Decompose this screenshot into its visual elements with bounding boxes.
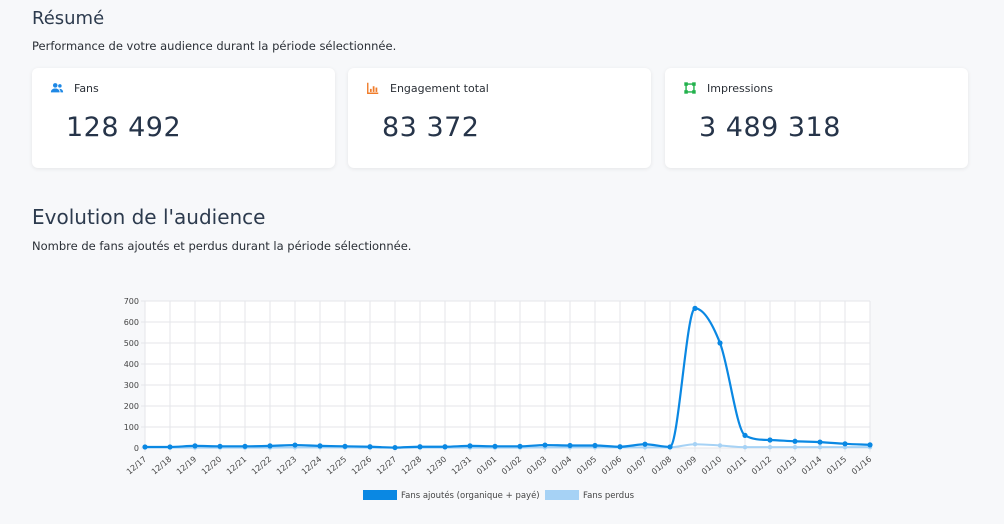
data-point-fans-added: [492, 443, 498, 449]
x-tick-label: 01/07: [625, 455, 648, 477]
x-tick-label: 01/14: [800, 455, 823, 477]
x-tick-label: 12/31: [450, 455, 473, 477]
impressions-card-value: 3 489 318: [699, 112, 841, 143]
y-tick-label: 200: [124, 402, 139, 411]
x-tick-label: 01/11: [725, 455, 748, 477]
chart-legend: Fans ajoutés (organique + payé) Fans perd…: [363, 490, 635, 501]
x-tick-label: 01/05: [575, 455, 598, 477]
data-point-fans-added: [792, 438, 798, 444]
x-tick-label: 01/12: [750, 455, 773, 477]
data-point-fans-added: [692, 305, 698, 311]
x-tick-label: 01/16: [850, 455, 873, 477]
y-tick-label: 0: [134, 444, 139, 453]
audience-chart: 0 100 200 300 400 500 600 700 12/17 12/18 12/19 12/…: [0, 280, 1004, 524]
x-tick-label: 12/26: [350, 455, 373, 477]
data-point-fans-added: [642, 441, 648, 447]
data-point-fans-added: [167, 444, 173, 450]
x-tick-label: 01/06: [600, 455, 623, 477]
x-tick-label: 12/21: [225, 455, 248, 477]
data-point-fans-added: [517, 443, 523, 449]
data-point-fans-added: [767, 437, 773, 443]
data-point-fans-added: [742, 432, 748, 438]
x-tick-label: 12/30: [425, 455, 448, 477]
users-icon: [50, 83, 64, 93]
impressions-card-label: Impressions: [707, 81, 773, 95]
y-tick-label: 700: [124, 297, 139, 306]
y-tick-label: 300: [124, 381, 139, 390]
data-point-fans-added: [392, 444, 398, 451]
x-tick-label: 12/28: [400, 455, 423, 477]
data-point-fans-added: [317, 443, 323, 449]
x-tick-label: 01/08: [650, 455, 673, 477]
x-tick-label: 01/02: [500, 455, 523, 477]
fans-card: Fans 128 492: [32, 68, 335, 168]
data-point-fans-added: [817, 439, 823, 445]
data-point-fans-lost: [692, 442, 698, 447]
engagement-card: Engagement total 83 372: [348, 68, 651, 168]
evolution-title: Evolution de l'audience: [32, 205, 266, 229]
data-point-fans-added: [342, 443, 348, 449]
y-tick-label: 100: [124, 423, 139, 432]
bar-chart-icon: [367, 82, 379, 94]
data-point-fans-added: [717, 340, 723, 346]
data-point-fans-added: [542, 442, 548, 448]
impressions-card: Impressions 3 489 318: [665, 68, 968, 168]
data-point-fans-added: [292, 442, 298, 448]
plot-area: [145, 301, 870, 448]
data-point-fans-added: [592, 442, 598, 449]
x-tick-label: 12/20: [200, 455, 223, 477]
data-point-fans-lost: [742, 444, 748, 450]
data-point-fans-added: [367, 444, 373, 450]
x-tick-label: 01/13: [775, 455, 798, 477]
engagement-card-value: 83 372: [382, 112, 480, 143]
x-tick-label: 12/22: [250, 455, 273, 477]
data-point-fans-added: [142, 444, 148, 450]
data-point-fans-added: [417, 444, 423, 450]
x-tick-label: 12/18: [150, 455, 173, 477]
x-tick-label: 01/10: [700, 455, 723, 477]
legend-label-fans-added: Fans ajoutés (organique + payé): [401, 490, 540, 501]
data-point-fans-lost: [717, 443, 723, 448]
data-point-fans-added: [267, 443, 273, 449]
x-tick-label: 12/17: [125, 455, 148, 477]
x-tick-label: 01/01: [475, 455, 498, 477]
data-point-fans-added: [442, 444, 448, 450]
legend-swatch-fans-lost: [545, 490, 579, 500]
data-point-fans-added: [242, 443, 248, 449]
summary-subtitle: Performance de votre audience durant la …: [32, 39, 397, 53]
data-point-fans-added: [467, 443, 473, 449]
x-tick-label: 12/25: [325, 455, 348, 477]
x-tick-label: 12/27: [375, 455, 398, 477]
x-tick-label: 01/15: [825, 455, 848, 477]
data-point-fans-added: [867, 442, 873, 448]
engagement-card-label: Engagement total: [390, 81, 489, 95]
data-point-fans-added: [217, 443, 223, 449]
fans-card-value: 128 492: [66, 112, 182, 143]
frame-icon: [684, 82, 696, 94]
y-tick-label: 500: [124, 339, 139, 348]
data-point-fans-lost: [767, 444, 773, 450]
data-point-fans-added: [842, 441, 848, 447]
y-tick-label: 400: [124, 360, 139, 369]
legend-label-fans-lost: Fans perdus: [583, 491, 635, 501]
data-point-fans-lost: [792, 444, 798, 450]
x-tick-label: 01/09: [675, 455, 698, 477]
x-tick-label: 01/04: [550, 455, 573, 477]
fans-card-label: Fans: [74, 81, 99, 95]
data-point-fans-added: [192, 443, 198, 449]
data-point-fans-added: [617, 444, 623, 450]
x-tick-label: 01/03: [525, 455, 548, 477]
x-tick-label: 12/24: [300, 455, 323, 477]
legend-swatch-fans-added: [363, 490, 397, 500]
data-point-fans-added: [567, 442, 573, 449]
data-point-fans-lost: [817, 444, 823, 450]
x-tick-label: 12/23: [275, 455, 298, 477]
evolution-subtitle: Nombre de fans ajoutés et perdus durant …: [32, 239, 412, 253]
summary-title: Résumé: [32, 8, 105, 29]
data-point-fans-added: [667, 444, 673, 450]
y-tick-label: 600: [124, 318, 139, 327]
x-tick-label: 12/19: [175, 455, 198, 477]
